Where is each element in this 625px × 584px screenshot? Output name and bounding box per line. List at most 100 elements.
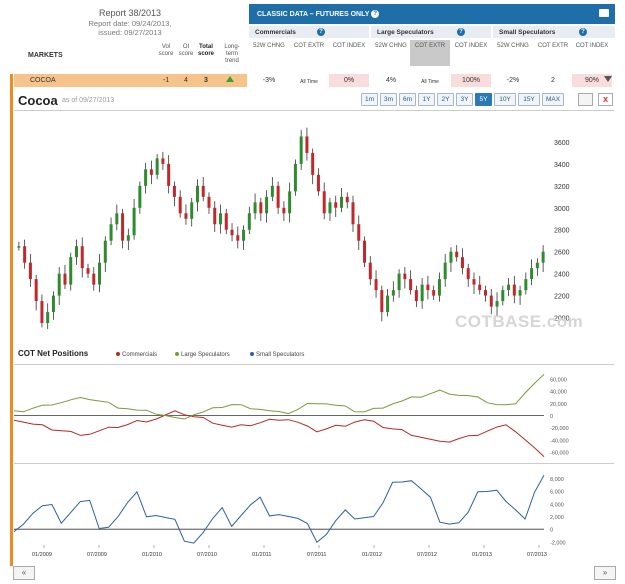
candle-body xyxy=(420,284,424,302)
y-tick-label: 0 xyxy=(550,414,553,420)
candle-body xyxy=(299,136,303,164)
candle-body xyxy=(259,202,263,214)
x-tick-label: 07/2010 xyxy=(197,552,217,558)
markets-label: MARKETS xyxy=(28,52,63,59)
candle-body xyxy=(178,196,182,214)
legend-dot-icon xyxy=(250,352,254,357)
candle-body xyxy=(305,136,309,153)
help-icon[interactable]: ? xyxy=(579,28,587,36)
print-icon[interactable] xyxy=(578,93,593,106)
comm-extr-header[interactable]: COT EXTR xyxy=(293,43,325,49)
trend-header: Long-term trend xyxy=(224,44,240,64)
report-title: Report 38/2013 xyxy=(98,8,162,18)
candle-body xyxy=(126,235,130,241)
candle-body xyxy=(316,174,320,192)
range-button-max[interactable]: MAX xyxy=(542,93,564,106)
range-button-1m[interactable]: 1m xyxy=(361,93,378,106)
range-button-3m[interactable]: 3m xyxy=(380,93,397,106)
candle-body xyxy=(374,279,378,291)
help-icon[interactable]: ? xyxy=(371,10,380,18)
candle-body xyxy=(414,290,418,302)
candle-body xyxy=(489,295,493,307)
candle-body xyxy=(472,279,476,285)
range-button-15y[interactable]: 15Y xyxy=(518,93,540,106)
candle-body xyxy=(46,312,50,324)
y-tick-label: 2,000 xyxy=(550,515,564,521)
small-index-header[interactable]: COT INDEX xyxy=(575,43,609,49)
trend-up-icon xyxy=(226,76,234,82)
legend-dot-icon xyxy=(116,352,120,357)
x-tick-label: 01/2013 xyxy=(472,552,492,558)
legend-large[interactable]: Large Speculators xyxy=(175,352,230,358)
y-tick-label: 2600 xyxy=(554,250,570,257)
expand-icon[interactable] xyxy=(604,76,612,82)
large-extr-header[interactable]: COT EXTR xyxy=(414,43,446,49)
candle-body xyxy=(167,163,171,186)
range-button-6m[interactable]: 6m xyxy=(399,93,416,106)
small-spec-chart: -2,000 0 2,000 4,000 6,000 8,000 01/2009 07/200… xyxy=(14,475,566,558)
candle-body xyxy=(460,257,464,269)
candle-body xyxy=(161,158,165,164)
help-icon[interactable]: ? xyxy=(317,28,325,36)
x-tick-label: 01/2009 xyxy=(32,552,52,558)
x-tick-label: 01/2011 xyxy=(252,552,271,558)
candle-body xyxy=(507,284,511,291)
candle-body xyxy=(132,207,136,236)
candle-body xyxy=(426,284,430,291)
candle-body xyxy=(334,202,338,208)
series-line-small-speculators xyxy=(14,475,545,544)
legend-small[interactable]: Small Speculators xyxy=(250,352,304,358)
y-tick-label: -20,000 xyxy=(550,426,569,432)
y-tick-label: 4,000 xyxy=(550,502,564,508)
oi-score: 4 xyxy=(184,77,188,84)
candle-body xyxy=(184,213,188,219)
small-extr-value: 2 xyxy=(551,77,555,84)
market-row-cocoa[interactable] xyxy=(14,74,247,87)
candle-body xyxy=(86,268,90,274)
range-button-2y[interactable]: 2Y xyxy=(437,93,454,106)
x-tick-label: 07/2012 xyxy=(417,552,437,558)
legend-commercials[interactable]: Commercials xyxy=(116,352,157,358)
candle-body xyxy=(380,290,384,313)
range-button-1y[interactable]: 1Y xyxy=(418,93,435,106)
scroll-right-button[interactable]: » xyxy=(594,566,616,580)
candle-body xyxy=(518,290,522,296)
candle-body xyxy=(253,202,257,214)
y-tick-label: 6,000 xyxy=(550,490,564,496)
report-issued: issued: 09/27/2013 xyxy=(98,28,162,37)
small-extr-header[interactable]: COT EXTR xyxy=(537,43,569,49)
range-button-10y[interactable]: 10Y xyxy=(494,93,516,106)
legend-large-label: Large Speculators xyxy=(181,352,230,358)
comm-index-value: 0% xyxy=(343,77,355,84)
large-52w-header[interactable]: 52W CHNG xyxy=(375,43,407,49)
large-index-header[interactable]: COT INDEX xyxy=(454,43,488,49)
group-commercials-label: Commercials xyxy=(255,29,296,36)
market-name[interactable]: COCOA xyxy=(30,77,56,84)
candle-body xyxy=(535,262,539,269)
comm-index-header[interactable]: COT INDEX xyxy=(332,43,366,49)
help-icon[interactable]: ? xyxy=(457,28,465,36)
small-52w-header[interactable]: 52W CHNG xyxy=(497,43,529,49)
print-icon[interactable] xyxy=(599,9,609,17)
comm-52w-header[interactable]: 52W CHNG xyxy=(253,43,285,49)
candle-body xyxy=(345,196,349,203)
range-button-5y[interactable]: 5Y xyxy=(475,93,492,106)
large-index-cell xyxy=(451,74,491,87)
net-positions-title: COT Net Positions xyxy=(18,349,89,358)
y-tick-label: 2200 xyxy=(554,294,570,301)
candle-body xyxy=(51,295,55,313)
candle-body xyxy=(386,295,390,313)
total-score: 3 xyxy=(204,77,208,84)
candle-body xyxy=(242,229,246,241)
large-extr-value: All Time xyxy=(421,79,439,85)
candle-body xyxy=(397,273,401,291)
scroll-left-button[interactable]: « xyxy=(13,566,35,580)
large-index-value: 100% xyxy=(462,77,480,84)
large-52w-value: 4% xyxy=(385,77,397,84)
range-button-3y[interactable]: 3Y xyxy=(456,93,473,106)
close-icon[interactable]: x xyxy=(598,93,613,106)
candle-body xyxy=(311,152,315,175)
comm-extr-value: All Time xyxy=(300,79,318,85)
y-tick-label: 8,000 xyxy=(550,477,564,483)
watermark-logo: COTBASE.com xyxy=(455,312,584,331)
